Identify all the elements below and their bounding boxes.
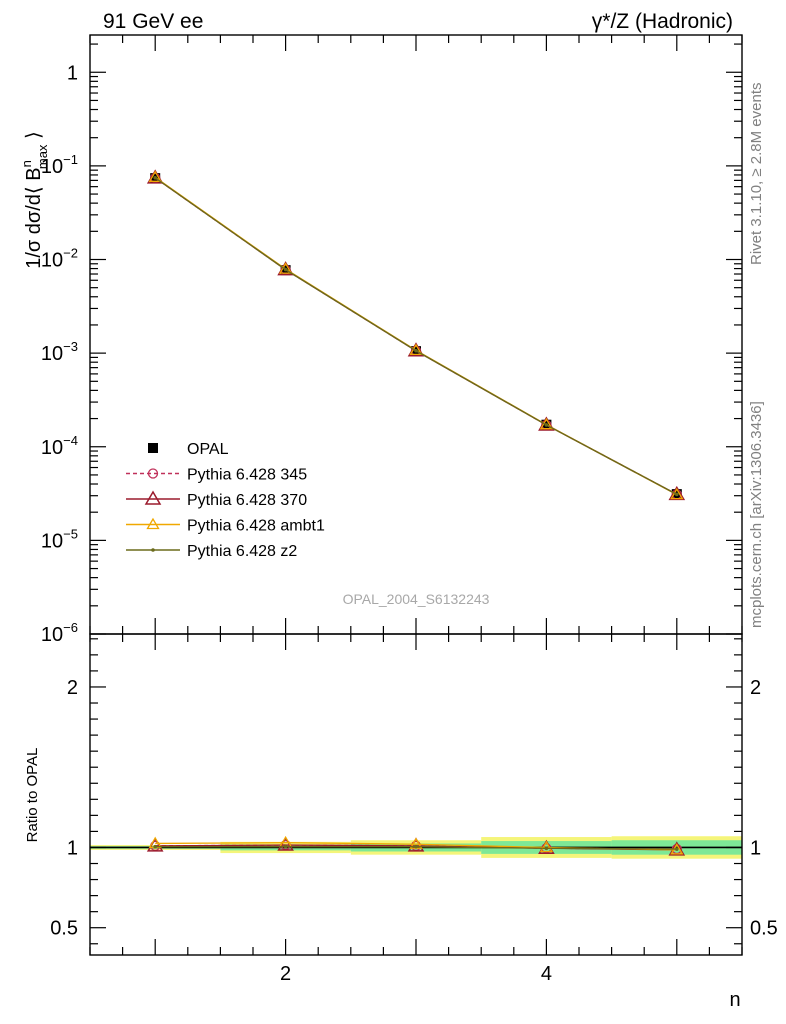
- legend-label: OPAL: [187, 441, 229, 458]
- ratio-y-tick-label-right: 0.5: [750, 918, 778, 940]
- y-tick-label: 10−2: [41, 246, 78, 272]
- header-right: γ*/Z (Hadronic): [592, 10, 733, 33]
- ratio-data-point: [544, 846, 549, 851]
- series-line: [154, 176, 678, 496]
- data-point: [675, 492, 679, 497]
- legend-marker: [151, 548, 155, 552]
- data-point: [538, 416, 555, 431]
- svg-text:1/σ dσ/d⟨ Bnmax ⟩: 1/σ dσ/d⟨ Bnmax ⟩: [19, 131, 50, 269]
- y-tick-label: 10−3: [41, 339, 78, 365]
- data-point: [148, 170, 162, 182]
- series-line: [154, 177, 678, 495]
- legend-marker: [146, 517, 160, 530]
- data-point: [283, 267, 288, 272]
- legend-marker: [147, 468, 159, 479]
- x-axis-label: n: [729, 989, 740, 1011]
- header-left: 91 GeV ee: [103, 10, 203, 33]
- legend: OPAL Pythia 6.428 345 Pythia 6.428 370 Pyth…: [126, 441, 325, 560]
- ratio-y-tick-label: 2: [67, 677, 78, 699]
- mcplots-label: mcplots.cern.ch [arXiv:1306.3436]: [748, 401, 765, 628]
- data-point: [544, 423, 549, 427]
- series-pythia-6-428-ambt1: [148, 170, 684, 500]
- legend-label: Pythia 6.428 ambt1: [187, 518, 325, 535]
- x-tick-label: 2: [280, 963, 291, 985]
- ratio-y-tick-label: 0.5: [50, 918, 78, 940]
- legend-label: Pythia 6.428 345: [187, 467, 307, 484]
- ratio-y-tick-label-right: 2: [750, 677, 761, 699]
- series-pythia-6-428-345: [150, 172, 682, 500]
- legend-entry: Pythia 6.428 345: [126, 467, 307, 484]
- ratio-data-point: [675, 847, 679, 851]
- legend-label: Pythia 6.428 z2: [187, 543, 297, 560]
- ratio-data-point: [283, 844, 288, 849]
- legend-entry: Pythia 6.428 370: [126, 490, 307, 509]
- series-line: [154, 177, 678, 495]
- ratio-data-point: [539, 840, 554, 853]
- legend-marker: [148, 443, 158, 453]
- y-tick-label: 1: [67, 62, 78, 84]
- rivet-label: Rivet 3.1.10, ≥ 2.8M events: [748, 83, 765, 266]
- ratio-y-tick-label: 1: [67, 837, 78, 859]
- x-tick-label: 4: [541, 963, 552, 985]
- legend-entry: OPAL: [148, 441, 229, 458]
- y-tick-label: 10−4: [41, 433, 78, 459]
- main-panel: 1 10−1 10−2 10−3 10−4 10−5 10−6: [41, 34, 743, 646]
- y-tick-label: 10−5: [41, 526, 78, 552]
- data-point: [153, 176, 157, 180]
- ratio-panel: 0.5 0.5 1 1 2 2 2 4: [50, 633, 778, 985]
- legend-marker: [144, 490, 162, 505]
- legend-entry: Pythia 6.428 z2: [126, 543, 297, 560]
- series-pythia-6-428-z2: [153, 176, 679, 497]
- watermark: OPAL_2004_S6132243: [343, 591, 490, 607]
- ratio-frame: [89, 633, 743, 956]
- ratio-data-point: [414, 844, 418, 849]
- legend-label: Pythia 6.428 370: [187, 492, 307, 509]
- main-y-label: 1/σ dσ/d⟨ Bnmax ⟩: [19, 131, 50, 269]
- y-tick-label: 10−1: [41, 152, 78, 178]
- data-point: [670, 487, 684, 500]
- ratio-y-tick-label-right: 1: [750, 837, 761, 859]
- ratio-series-pythia-6-428-z2: [153, 844, 679, 851]
- ratio-y-label: Ratio to OPAL: [24, 748, 41, 843]
- series-pythia-6-428-370: [146, 169, 686, 501]
- series-line: [154, 177, 678, 495]
- y-tick-label: 10−6: [41, 620, 78, 646]
- legend-entry: Pythia 6.428 ambt1: [126, 518, 325, 535]
- data-point: [414, 348, 418, 353]
- ratio-data-point: [153, 844, 157, 849]
- series-opal: [150, 173, 682, 500]
